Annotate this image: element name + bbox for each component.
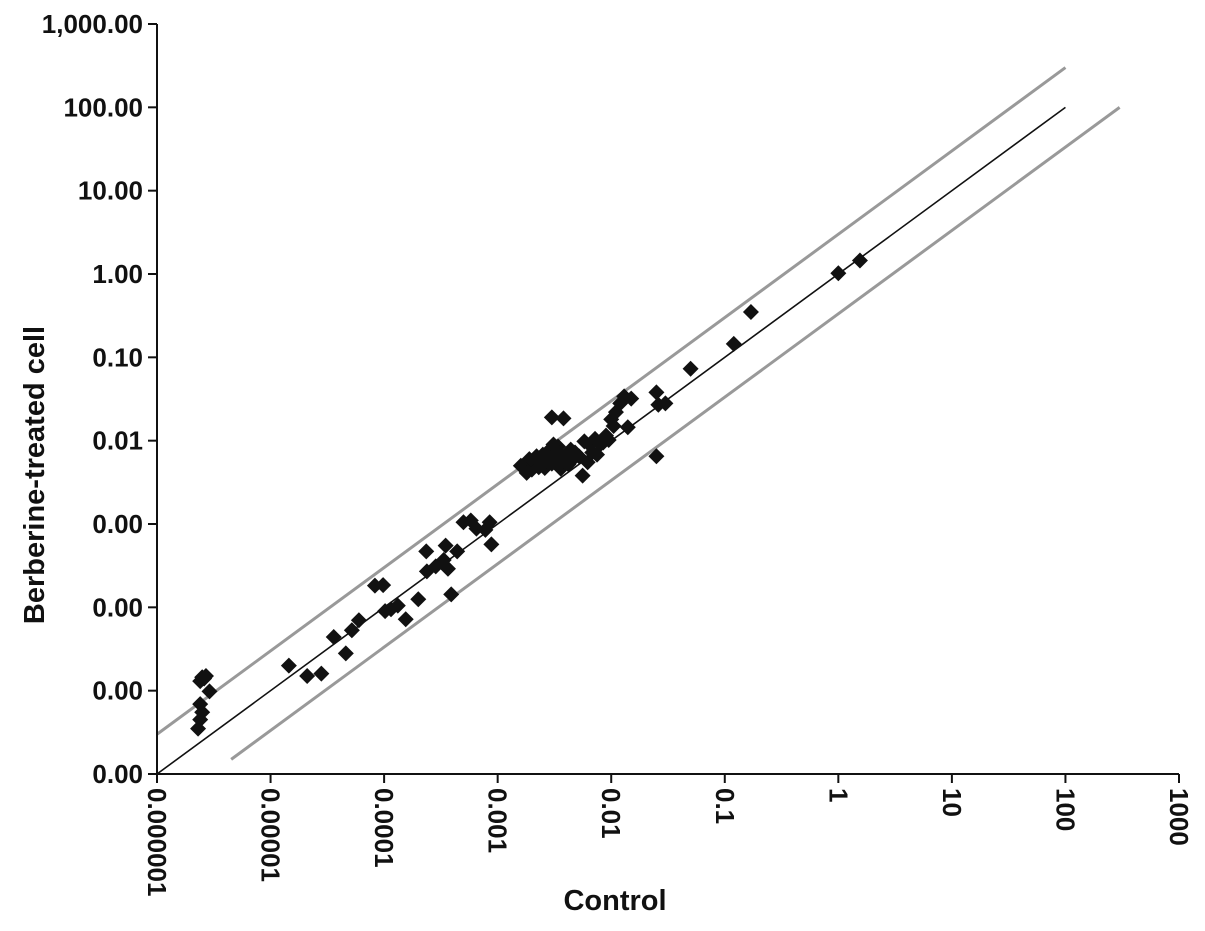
x-tick-labels: 0.000001 0.00001 0.0001 0.001 0.01 0.1 1 10 100 1… xyxy=(142,788,1194,896)
y-tick-label: 1.00 xyxy=(92,259,143,289)
data-point xyxy=(197,667,214,684)
data-point xyxy=(682,360,699,377)
x-tick-label: 0.0001 xyxy=(369,788,399,868)
y-tick-label: 0.00 xyxy=(92,676,143,706)
data-point xyxy=(325,629,342,646)
y-tick-label: 0.00 xyxy=(92,592,143,622)
data-point xyxy=(437,537,454,554)
reference-lines xyxy=(156,66,1121,775)
x-tick-label: 0.1 xyxy=(710,788,740,824)
data-point xyxy=(343,622,360,639)
data-point xyxy=(190,720,207,737)
data-point xyxy=(201,683,218,700)
reference-line-2 xyxy=(230,106,1121,761)
data-point xyxy=(648,384,665,401)
x-axis-title: Control xyxy=(563,885,666,917)
data-point xyxy=(574,467,591,484)
x-tick-label: 0.001 xyxy=(483,788,513,853)
data-points xyxy=(190,252,868,737)
y-tick-label: 1,000.00 xyxy=(42,9,143,39)
data-point xyxy=(443,586,460,603)
data-point xyxy=(418,543,435,560)
data-point xyxy=(313,665,330,682)
x-tick-label: 0.01 xyxy=(596,788,626,839)
data-point xyxy=(648,448,665,465)
data-point xyxy=(830,265,847,282)
data-point xyxy=(481,514,498,531)
reference-line-1 xyxy=(156,66,1067,736)
data-point xyxy=(449,543,466,560)
data-point xyxy=(439,560,456,577)
data-point xyxy=(350,612,367,629)
y-tick-label: 0.00 xyxy=(92,509,143,539)
data-point xyxy=(555,410,572,427)
y-tick-label: 10.00 xyxy=(78,176,143,206)
data-point xyxy=(543,409,560,426)
data-point xyxy=(375,577,392,594)
x-tick-label: 1000 xyxy=(1164,788,1194,846)
x-tick-label: 0.00001 xyxy=(256,788,286,882)
data-point xyxy=(600,431,617,448)
y-tick-label: 0.10 xyxy=(92,342,143,372)
x-tick-label: 100 xyxy=(1050,788,1080,831)
x-tick-label: 1 xyxy=(823,788,853,802)
x-tick-label: 0.000001 xyxy=(142,788,172,896)
data-point xyxy=(619,419,636,436)
y-tick-label: 100.00 xyxy=(63,92,143,122)
x-tick-label: 10 xyxy=(937,788,967,817)
data-point xyxy=(397,611,414,628)
data-point xyxy=(605,417,622,434)
data-point xyxy=(299,667,316,684)
data-point xyxy=(657,395,674,412)
y-tick-label: 0.00 xyxy=(92,759,143,789)
data-point xyxy=(742,303,759,320)
data-point xyxy=(623,390,640,407)
data-point xyxy=(851,252,868,269)
y-tick-labels: 0.00 0.00 0.00 0.00 0.01 0.10 1.00 10.00 100.00 1… xyxy=(42,9,143,789)
data-point xyxy=(389,597,406,614)
y-axis-title: Berberine-treated cell xyxy=(19,326,51,624)
data-point xyxy=(280,657,297,674)
axes xyxy=(148,23,1180,783)
data-point xyxy=(337,645,354,662)
data-point xyxy=(483,536,500,553)
y-tick-label: 0.01 xyxy=(92,426,143,456)
data-point xyxy=(410,591,427,608)
data-point xyxy=(725,335,742,352)
